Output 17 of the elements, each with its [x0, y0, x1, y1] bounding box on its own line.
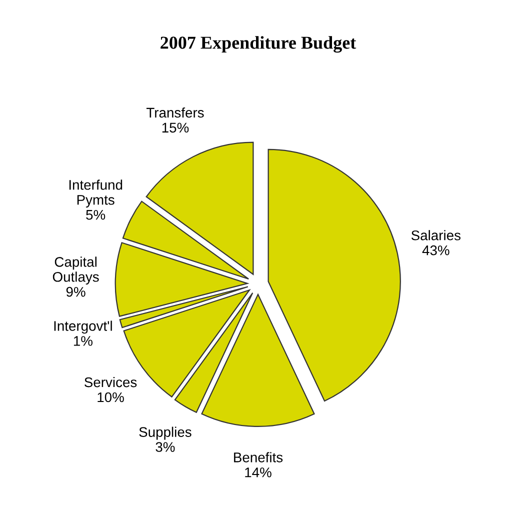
slice-label: Services — [84, 376, 137, 388]
slice-label: Interfund Pymts — [69, 180, 122, 208]
slice-label: Capital Outlays — [52, 256, 99, 285]
slice-label: Intergovt'l — [54, 320, 112, 334]
data-label: 10% — [98, 392, 124, 402]
data-label: 14% — [245, 468, 272, 478]
chart-title: 2007 Expenditure Budget — [160, 36, 356, 53]
data-label: 5% — [86, 210, 106, 220]
slice-label: Benefits — [234, 452, 283, 462]
slice-label: Salaries — [411, 230, 460, 240]
slice-label: Supplies — [139, 426, 192, 440]
slice-label: Transfers — [146, 107, 204, 118]
data-label: 3% — [156, 442, 175, 452]
data-label: 43% — [422, 245, 450, 256]
data-label: 9% — [66, 286, 86, 297]
data-label: 1% — [74, 336, 92, 346]
data-label: 15% — [162, 122, 189, 133]
